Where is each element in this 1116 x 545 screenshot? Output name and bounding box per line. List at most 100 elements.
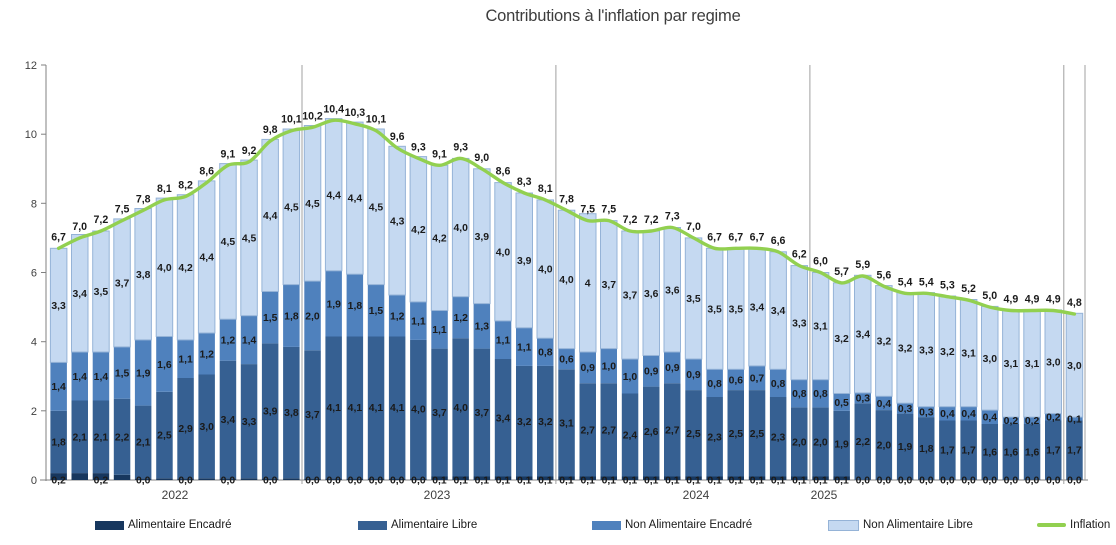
bar-segment-label: 0,1 [538, 476, 553, 487]
bar-segment [50, 473, 67, 480]
bar-segment [960, 479, 977, 480]
bar-segment-label: 0,4 [961, 409, 976, 420]
bar-segment-label: 0,9 [665, 363, 680, 374]
bar-segment-label: 1,2 [390, 311, 405, 322]
bar-segment-label: 3,4 [496, 413, 511, 424]
bar-segment-label: 2,0 [792, 438, 807, 449]
bar-segment [219, 319, 237, 361]
bar-segment-label: 1,7 [940, 446, 955, 457]
bar-segment-label: 0,1 [517, 476, 532, 487]
legend-color-swatch [358, 520, 387, 530]
bar-segment [854, 479, 871, 480]
bar-segment [896, 479, 914, 480]
bar-segment-label: 1,5 [115, 368, 130, 379]
inflation-value-label: 8,2 [178, 179, 193, 191]
legend-item: Non Alimentaire Libre [828, 514, 973, 536]
inflation-value-label: 5,4 [898, 276, 913, 288]
inflation-value-label: 10,4 [323, 103, 344, 115]
inflation-value-label: 9,3 [453, 141, 468, 153]
bar-segment [325, 478, 342, 480]
bar-segment-label: 4,5 [284, 202, 299, 213]
bar-segment [791, 379, 808, 408]
bar-segment-label: 0,1 [771, 476, 786, 487]
bar-segment [854, 392, 871, 404]
bar-segment-label: 0,8 [707, 379, 722, 390]
bar-segment [1002, 479, 1020, 480]
bar-segment-label: 0,8 [538, 348, 553, 359]
bar-segment-label: 4,4 [263, 211, 278, 222]
bar-segment-label: 0,1 [729, 476, 744, 487]
inflation-value-label: 7,5 [580, 204, 595, 216]
bar-segment-label: 4,0 [157, 263, 172, 274]
bar-segment [71, 352, 88, 401]
y-tick-label: 0 [31, 475, 37, 487]
bar-segment-label: 1,2 [453, 313, 468, 324]
bar-segment [304, 281, 321, 351]
bar-segment [621, 476, 639, 480]
bar-segment [558, 476, 575, 480]
bar-segment-label: 4,0 [453, 223, 468, 234]
bar-segment-label: 3,4 [856, 330, 871, 341]
inflation-value-label: 9,6 [390, 131, 405, 143]
bar-segment-label: 4,5 [221, 237, 236, 248]
bar-segment-label: 0,1 [1067, 414, 1082, 425]
bar-segment-label: 0,3 [919, 408, 934, 419]
bar-segment-label: 4,1 [390, 403, 405, 414]
bar-segment-label: 3,4 [221, 415, 236, 426]
inflation-value-label: 9,2 [242, 145, 257, 157]
bar-segment-label: 1,8 [919, 444, 934, 455]
legend-color-swatch [828, 519, 859, 531]
bar-segment [367, 336, 385, 479]
bar-segment-label: 3,2 [940, 347, 955, 358]
bar-segment-label: 0,0 [221, 476, 236, 487]
bar-segment [939, 420, 956, 480]
bar-segment-label: 0,0 [983, 476, 998, 487]
bar-segment-label: 2,0 [305, 311, 320, 322]
bar-segment [875, 479, 893, 480]
bar-segment-label: 3,1 [813, 322, 828, 333]
inflation-value-label: 6,6 [771, 235, 786, 247]
legend-item: Alimentaire Libre [358, 514, 477, 536]
bar-segment [981, 479, 998, 480]
y-tick-label: 10 [25, 129, 37, 141]
bar-segment-label: 2,2 [115, 432, 130, 443]
bar-segment [219, 478, 237, 480]
legend-item: Alimentaire Encadré [95, 514, 232, 536]
bar-segment-label: 0,4 [983, 413, 998, 424]
bar-segment [410, 301, 427, 340]
inflation-value-label: 6,2 [792, 249, 807, 261]
bar-segment-label: 0,0 [136, 476, 151, 487]
bar-segment-label: 1,0 [602, 362, 617, 373]
bar-segment [875, 396, 893, 411]
inflation-value-label: 9,8 [263, 124, 278, 136]
inflation-value-label: 9,0 [474, 152, 489, 164]
y-tick-label: 2 [31, 406, 37, 418]
bar-segment [1066, 420, 1083, 480]
bar-segment-label: 0,0 [263, 476, 278, 487]
bar-segment [664, 476, 681, 480]
bar-segment-label: 4,0 [538, 265, 553, 276]
bar-segment-label: 1,1 [178, 355, 193, 366]
bar-segment [346, 274, 364, 337]
bar-segment-label: 3,3 [792, 318, 807, 329]
bar-segment-label: 1,8 [51, 438, 66, 449]
bar-segment-label: 0,1 [707, 476, 722, 487]
inflation-value-label: 6,0 [813, 256, 828, 268]
bar-segment [939, 406, 956, 421]
x-axis-year-label: 2022 [162, 488, 189, 502]
bar-segment-label: 4,4 [348, 194, 363, 205]
bar-segment-label: 1,1 [432, 325, 447, 336]
bar-segment [219, 360, 237, 479]
chart-legend: Alimentaire Encadré Alimentaire Libre Non … [0, 514, 1116, 540]
bar-segment-label: 1,7 [1046, 446, 1061, 457]
bar-segment [367, 284, 385, 337]
bar-segment [71, 234, 89, 353]
bar-segment-label: 0,1 [665, 476, 680, 487]
bar-segment-label: 1,1 [411, 317, 426, 328]
bar-segment [198, 478, 215, 480]
inflation-value-label: 8,1 [157, 183, 172, 195]
bar-segment-label: 3,1 [961, 349, 976, 360]
bar-segment-label: 4,5 [369, 202, 384, 213]
bar-segment [769, 476, 787, 480]
inflation-value-label: 7,2 [94, 214, 109, 226]
